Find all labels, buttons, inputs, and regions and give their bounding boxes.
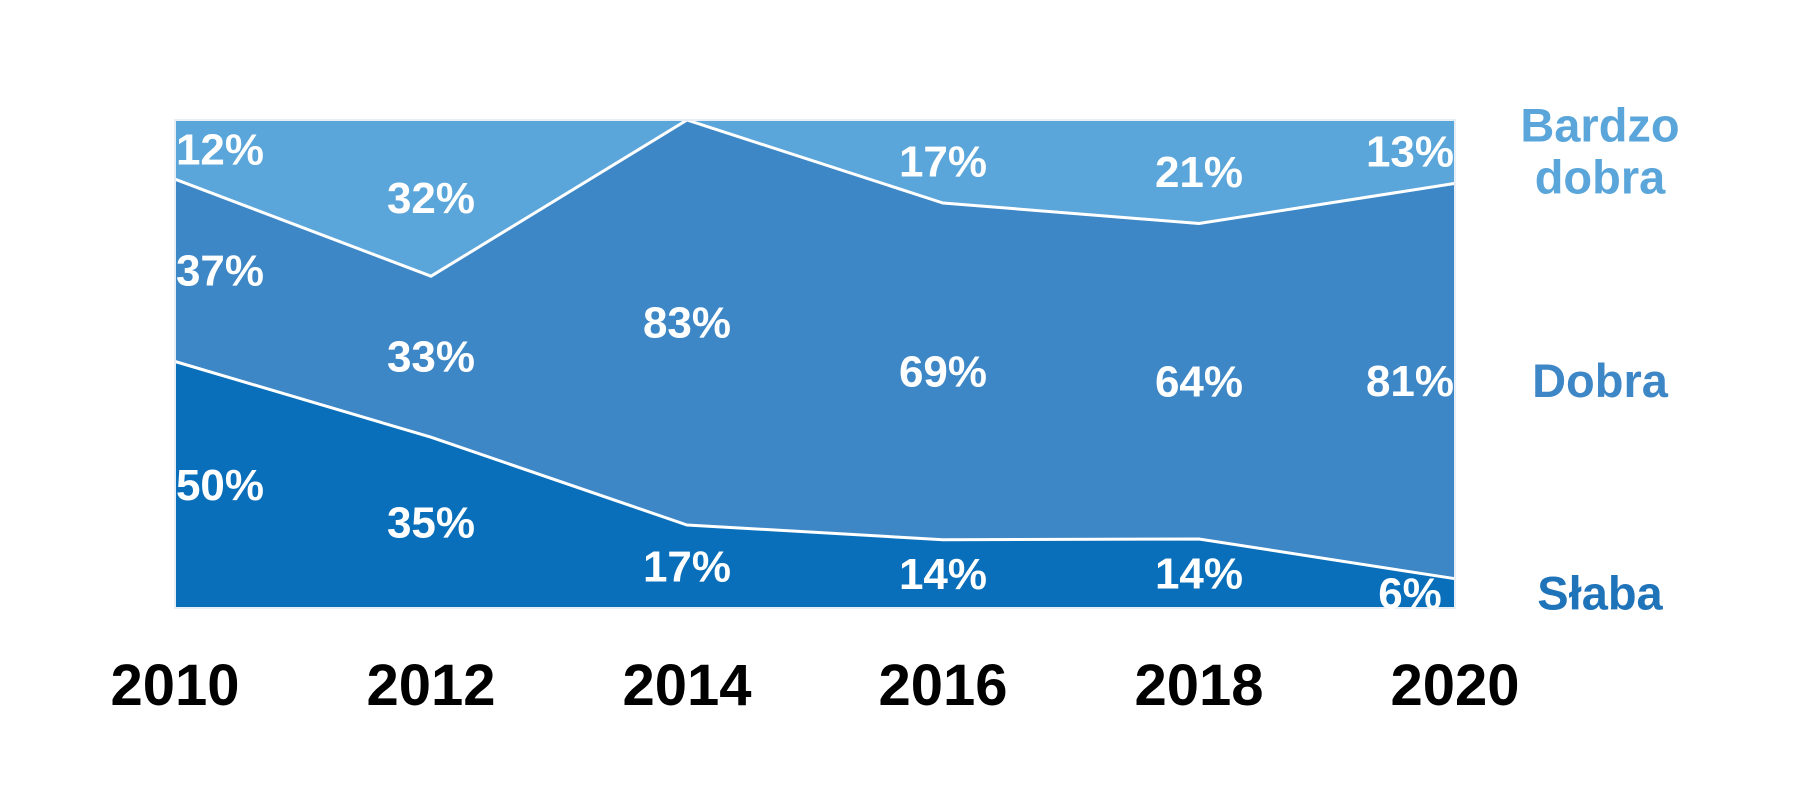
plot-frame bbox=[174, 119, 1456, 609]
data-label-dobra: 83% bbox=[643, 299, 731, 348]
x-tick-label: 2020 bbox=[1390, 653, 1519, 718]
data-label-slaba: 6% bbox=[1378, 569, 1442, 618]
data-label-dobra: 69% bbox=[899, 347, 987, 396]
data-label-dobra: 81% bbox=[1366, 357, 1454, 406]
boundary-line bbox=[174, 118, 1456, 278]
data-labels-layer: 50% 35% 17% 14% 14% 6% 37% 33% 83% 69% 64% 81% 12% 32… bbox=[176, 126, 1454, 619]
x-tick-label: 2014 bbox=[622, 653, 751, 718]
data-label-slaba: 50% bbox=[176, 461, 264, 510]
x-tick-label: 2012 bbox=[366, 653, 495, 718]
x-tick-label: 2010 bbox=[110, 653, 239, 718]
data-label-slaba: 14% bbox=[899, 550, 987, 599]
x-tick-label: 2018 bbox=[1134, 653, 1263, 718]
x-axis: 2010 2012 2014 2016 2018 2020 bbox=[110, 653, 1519, 718]
legend-label-slaba: Słaba bbox=[1537, 566, 1663, 619]
legend-label-dobra: Dobra bbox=[1532, 354, 1669, 407]
areas-layer bbox=[174, 118, 1456, 609]
data-label-dobra: 33% bbox=[387, 333, 475, 382]
data-label-slaba: 35% bbox=[387, 499, 475, 548]
area-dobra bbox=[175, 120, 1455, 579]
legend-label-bardzo-dobra: Bardzo dobra bbox=[1520, 99, 1679, 204]
series-legend: Słaba Dobra Bardzo dobra bbox=[1520, 99, 1679, 620]
data-label-dobra: 64% bbox=[1155, 357, 1243, 406]
x-tick-label: 2016 bbox=[878, 653, 1007, 718]
data-label-bardzo-dobra: 21% bbox=[1155, 148, 1243, 197]
data-label-bardzo-dobra: 13% bbox=[1366, 128, 1454, 177]
data-label-bardzo-dobra: 12% bbox=[176, 126, 264, 175]
data-label-bardzo-dobra: 17% bbox=[899, 137, 987, 186]
data-label-bardzo-dobra: 32% bbox=[387, 174, 475, 223]
area-slaba bbox=[175, 361, 1455, 608]
data-label-slaba: 14% bbox=[1155, 549, 1243, 598]
data-label-slaba: 17% bbox=[643, 543, 731, 592]
boundary-line bbox=[174, 360, 1456, 581]
data-label-dobra: 37% bbox=[176, 246, 264, 295]
